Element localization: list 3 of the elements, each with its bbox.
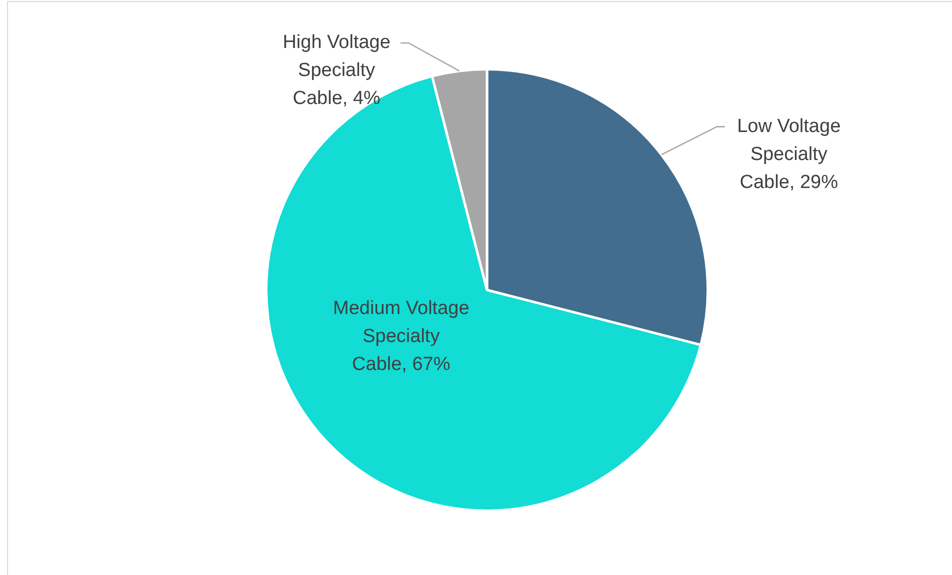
slice-label: High Voltage Specialty Cable, 4% xyxy=(282,32,390,110)
slice-label: Low Voltage Specialty Cable, 29% xyxy=(737,116,841,193)
slice-label: Medium Voltage Specialty Cable, 67% xyxy=(333,298,470,376)
